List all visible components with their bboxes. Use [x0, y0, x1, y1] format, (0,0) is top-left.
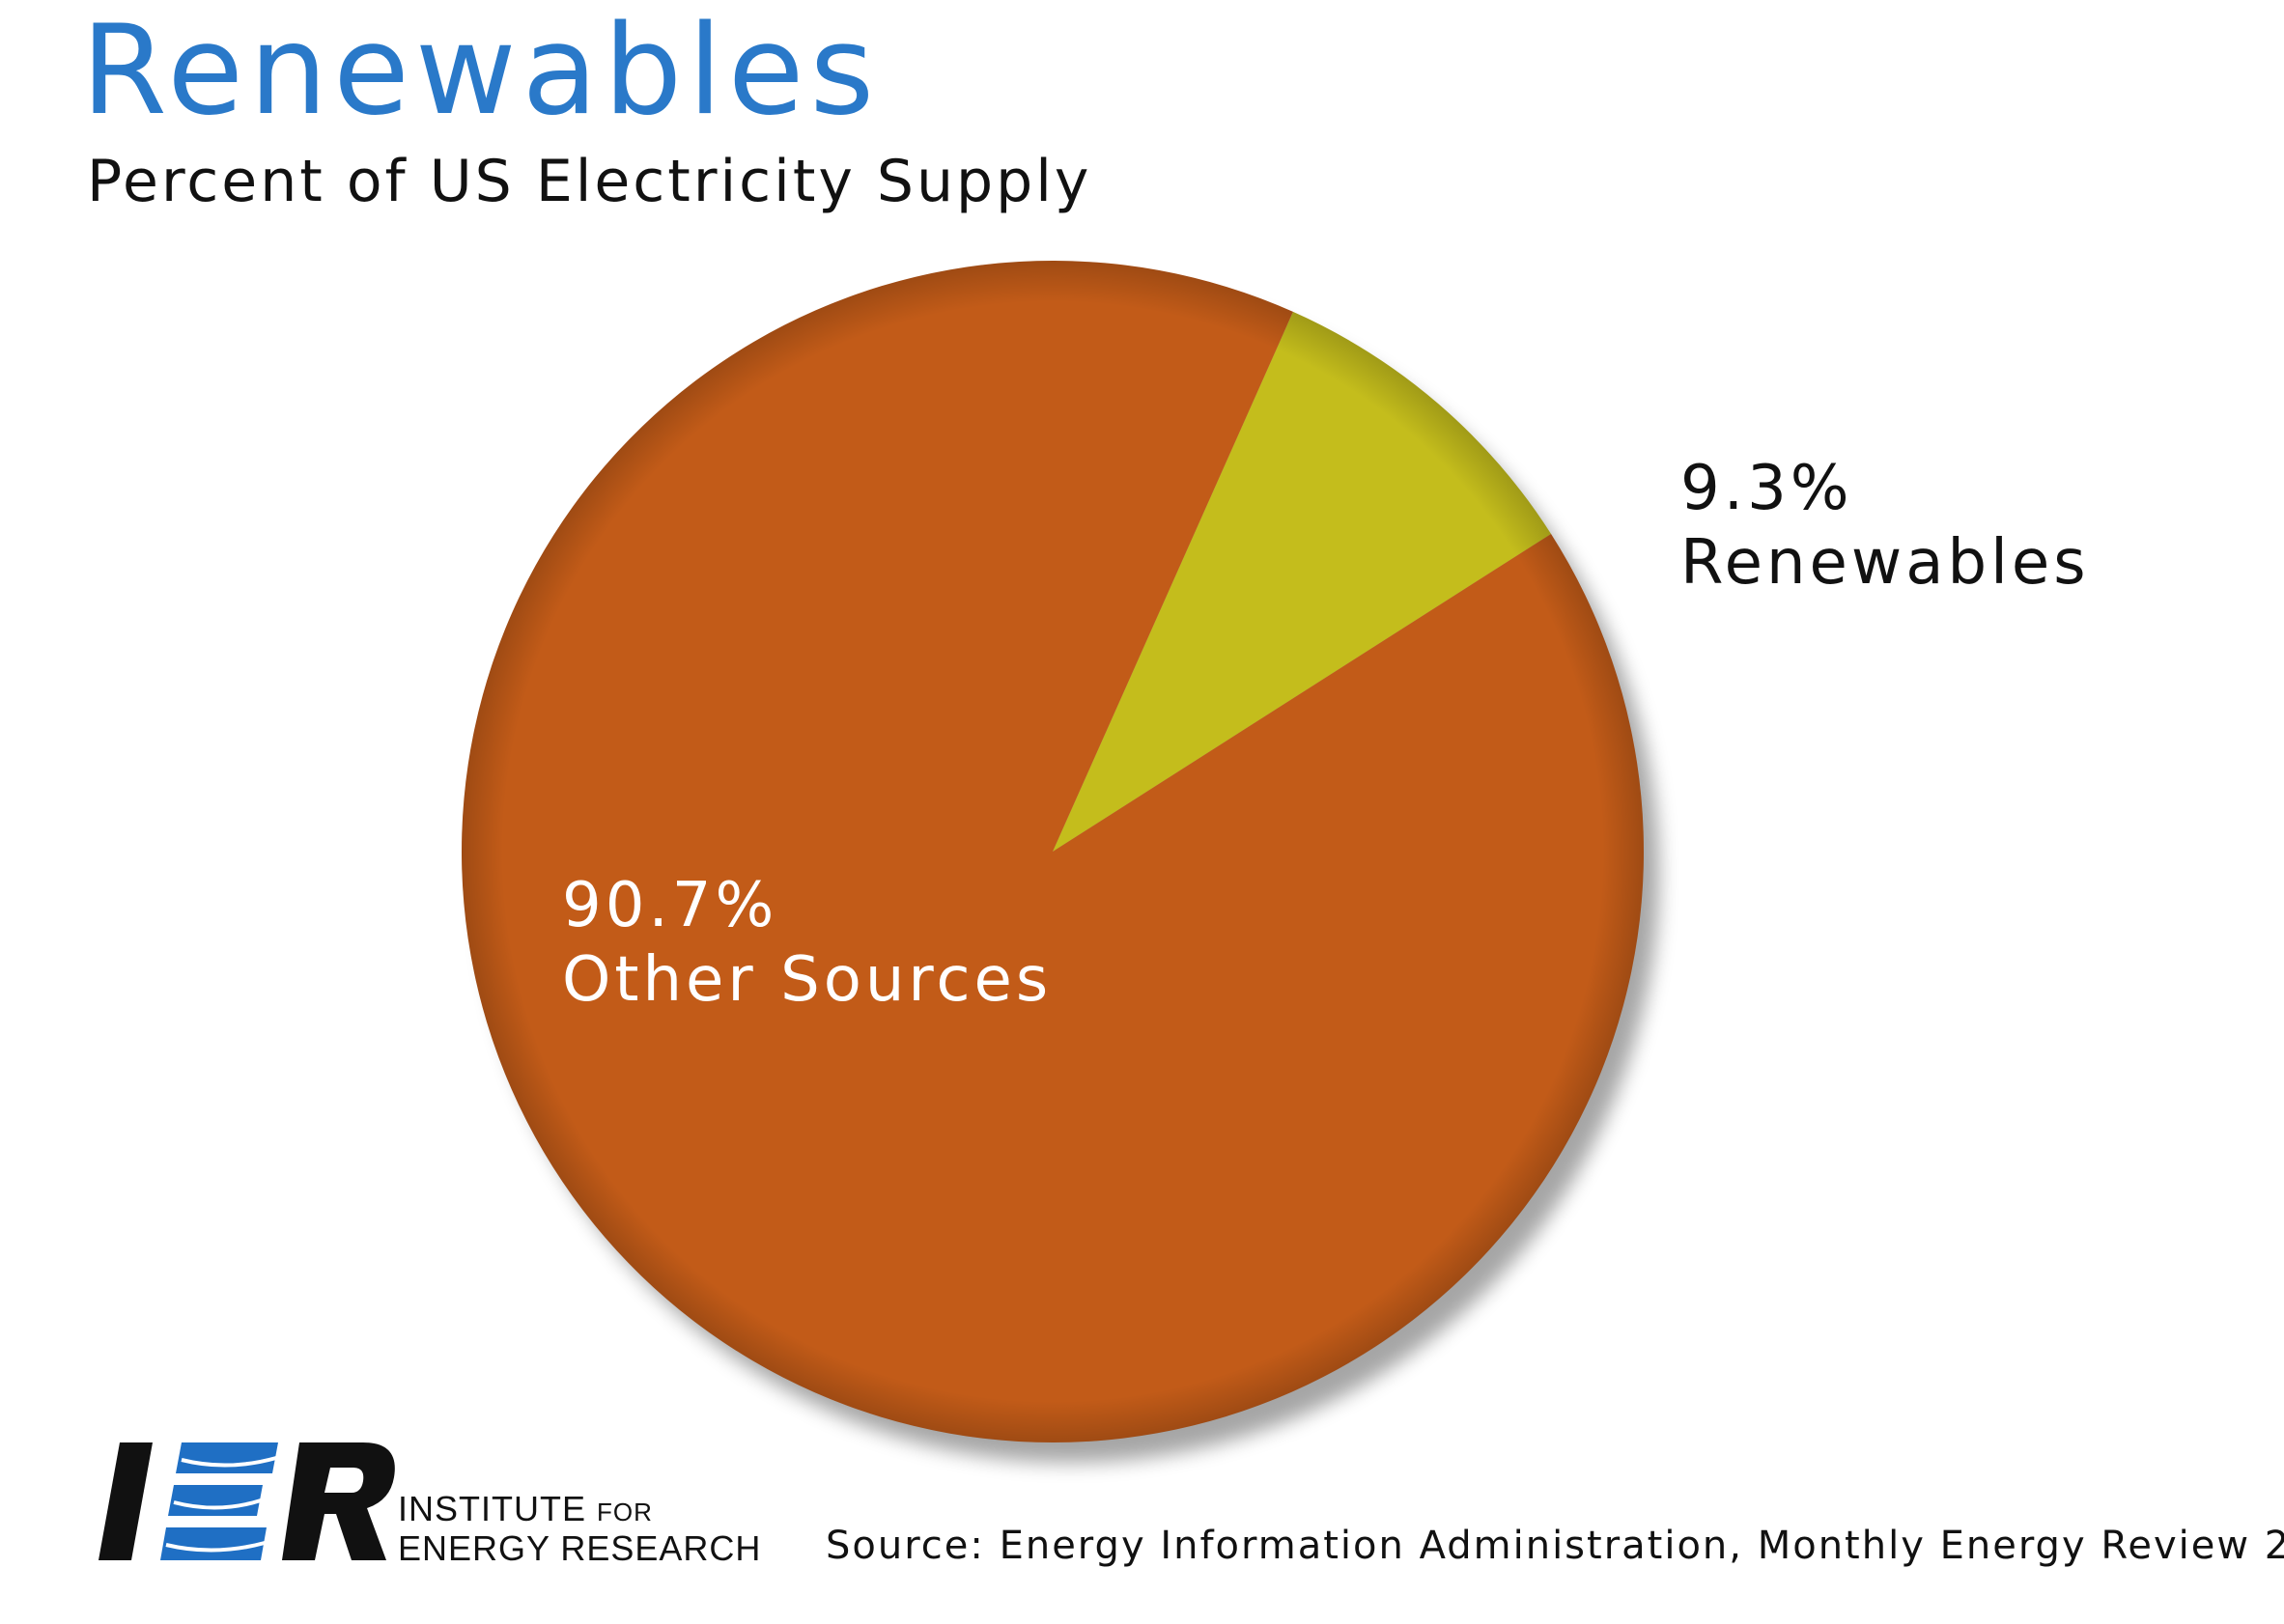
logo-organization-name: INSTITUTE FOR ENERGY RESEARCH: [398, 1489, 761, 1569]
logo-line1: INSTITUTE: [398, 1489, 586, 1528]
ier-logo: [99, 1442, 395, 1560]
logo-letter-i: [99, 1442, 153, 1560]
pie-edge-shading: [462, 261, 1644, 1442]
other-sources-value: 90.7%: [562, 870, 778, 941]
renewables-name: Renewables: [1680, 526, 2090, 599]
other-sources-name: Other Sources: [562, 943, 1053, 1016]
other-sources-label: 90.7% Other Sources: [562, 869, 1052, 1018]
logo-letter-r: [282, 1442, 395, 1560]
logo-letter-e: [160, 1442, 278, 1560]
chart-subtitle: Percent of US Electricity Supply: [87, 148, 1092, 215]
source-note: Source: Energy Information Administratio…: [826, 1524, 2284, 1568]
renewables-label: 9.3% Renewables: [1680, 452, 2090, 601]
renewables-value: 9.3%: [1680, 453, 1853, 524]
logo-line1-small: FOR: [597, 1498, 653, 1526]
logo-line2: ENERGY RESEARCH: [398, 1528, 762, 1569]
chart-title: Renewables: [81, 0, 881, 143]
